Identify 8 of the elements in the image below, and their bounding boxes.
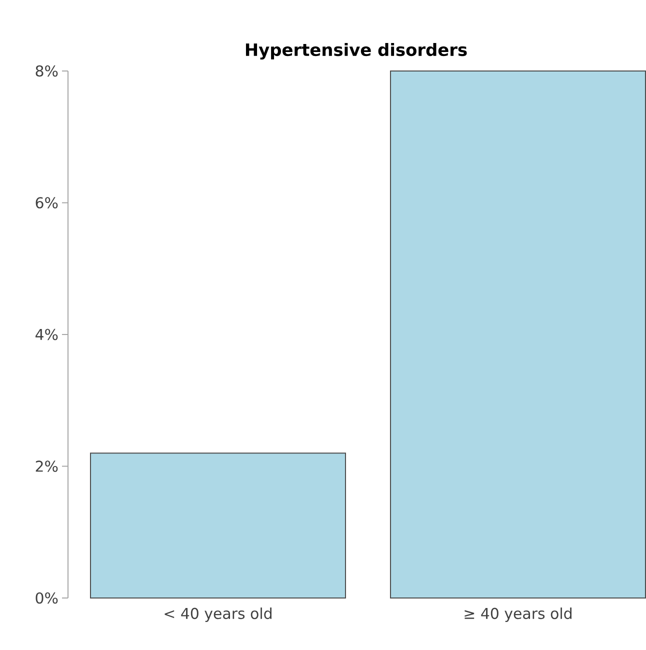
x-tick-label: < 40 years old <box>164 608 272 622</box>
y-tick-label: 0% <box>36 592 58 604</box>
y-tick-label: 2% <box>36 460 58 472</box>
y-tick-label: 6% <box>36 197 58 208</box>
chart-title: Hypertensive disorders <box>246 42 467 60</box>
y-tick-label: 4% <box>36 328 58 340</box>
y-tick-label: 8% <box>36 65 58 77</box>
x-tick-label: ≥ 40 years old <box>464 608 572 622</box>
